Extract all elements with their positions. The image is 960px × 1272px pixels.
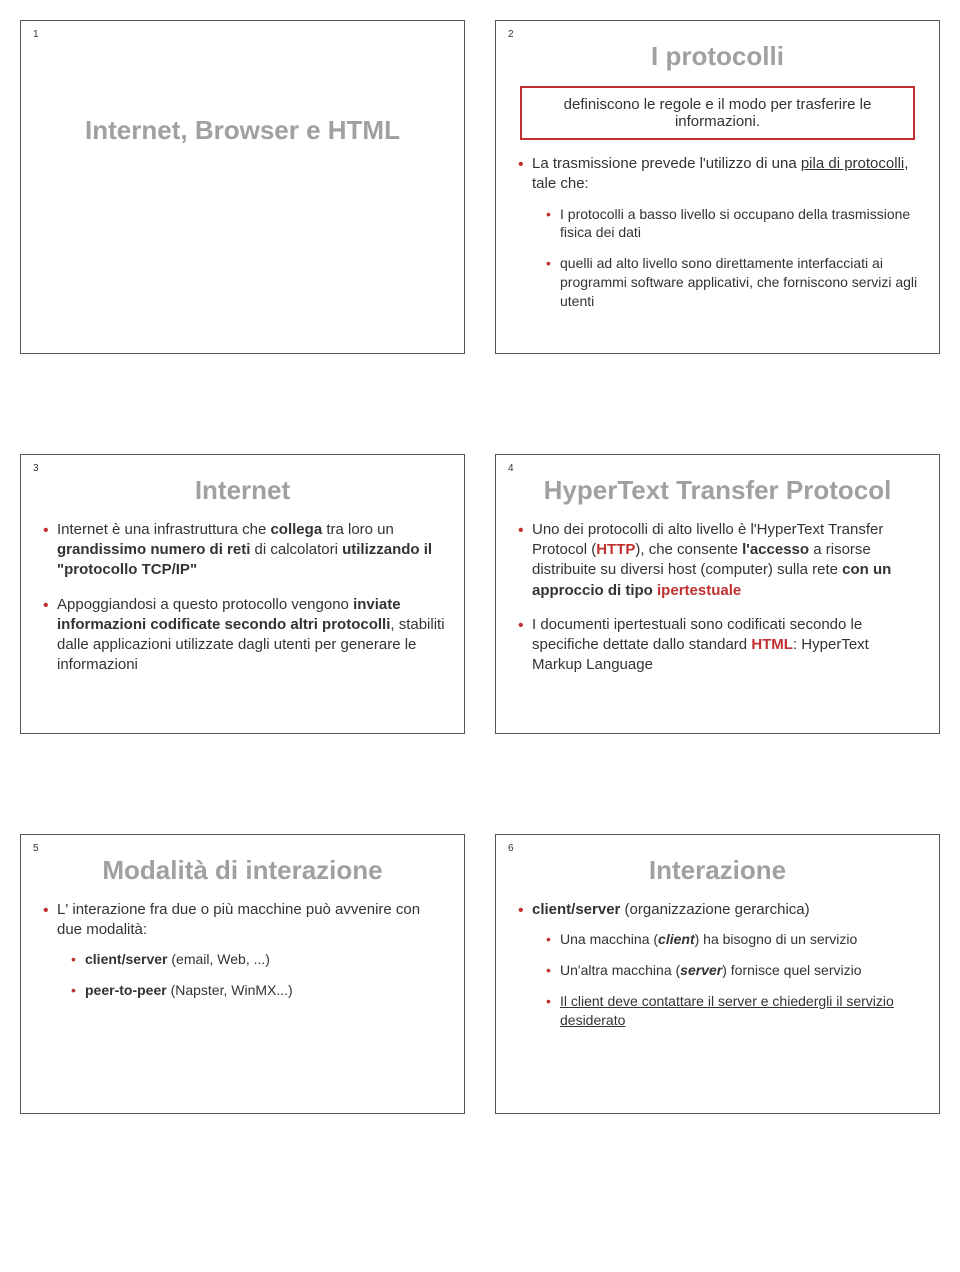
- slide-title: Internet: [39, 475, 446, 506]
- slide-number: 5: [33, 843, 39, 854]
- text-italic: client: [658, 931, 695, 947]
- bullet-list: client/server (organizzazione gerarchica…: [514, 900, 921, 1030]
- sub-bullet: quelli ad alto livello sono direttamente…: [546, 254, 921, 311]
- sub-bullet: I protocolli a basso livello si occupano…: [546, 205, 921, 243]
- slide-3: 3 Internet Internet è una infrastruttura…: [20, 454, 465, 734]
- text-bold: peer-to-peer: [85, 982, 167, 998]
- text-bold: grandissimo numero di reti: [57, 541, 250, 558]
- text-accent: ipertestuale: [657, 582, 741, 599]
- slide-number: 4: [508, 463, 514, 474]
- bullet-item: La trasmissione prevede l'utilizzo di un…: [518, 154, 921, 311]
- text: Una macchina (: [560, 931, 658, 947]
- bullet-list: La trasmissione prevede l'utilizzo di un…: [514, 154, 921, 311]
- text: (organizzazione gerarchica): [620, 901, 809, 918]
- sub-bullet: peer-to-peer (Napster, WinMX...): [71, 981, 446, 1000]
- text: La trasmissione prevede l'utilizzo di un…: [532, 155, 801, 172]
- sub-bullet: client/server (email, Web, ...): [71, 950, 446, 969]
- text-italic: server: [680, 962, 722, 978]
- sub-bullet: Un'altra macchina (server) fornisce quel…: [546, 961, 921, 980]
- bullet-item: Appoggiandosi a questo protocollo vengon…: [43, 595, 446, 676]
- bullet-list: Internet è una infrastruttura che colleg…: [39, 520, 446, 676]
- text: tra loro un: [322, 521, 394, 538]
- text: ) ha bisogno di un servizio: [695, 931, 858, 947]
- bullet-list: Uno dei protocolli di alto livello è l'H…: [514, 520, 921, 676]
- text-underline: pila di protocolli: [801, 155, 904, 172]
- slide-4: 4 HyperText Transfer Protocol Uno dei pr…: [495, 454, 940, 734]
- text: Internet è una infrastruttura che: [57, 521, 270, 538]
- definition-box: definiscono le regole e il modo per tras…: [520, 86, 914, 140]
- slide-6: 6 Interazione client/server (organizzazi…: [495, 834, 940, 1114]
- text-accent: HTML: [751, 636, 793, 653]
- text-bold: client/server: [532, 901, 620, 918]
- text-accent: HTTP: [596, 541, 635, 558]
- sub-list: I protocolli a basso livello si occupano…: [532, 205, 921, 311]
- text: ) fornisce quel servizio: [722, 962, 861, 978]
- text: Appoggiandosi a questo protocollo vengon…: [57, 596, 353, 613]
- slide-2: 2 I protocolli definiscono le regole e i…: [495, 20, 940, 354]
- slide-title: HyperText Transfer Protocol: [514, 475, 921, 506]
- slide-title: I protocolli: [514, 41, 921, 72]
- text: L' interazione fra due o più macchine pu…: [57, 901, 420, 938]
- text-bold: collega: [270, 521, 322, 538]
- text-bold: client/server: [85, 951, 168, 967]
- text: (Napster, WinMX...): [167, 982, 293, 998]
- slide-number: 2: [508, 29, 514, 40]
- sub-bullet: Una macchina (client) ha bisogno di un s…: [546, 930, 921, 949]
- text: di calcolatori: [250, 541, 342, 558]
- slide-5: 5 Modalità di interazione L' interazione…: [20, 834, 465, 1114]
- text: Un'altra macchina (: [560, 962, 680, 978]
- bullet-list: L' interazione fra due o più macchine pu…: [39, 900, 446, 1000]
- slide-grid: 1 Internet, Browser e HTML 2 I protocoll…: [20, 20, 940, 1114]
- slide-title: Internet, Browser e HTML: [39, 115, 446, 146]
- slide-1: 1 Internet, Browser e HTML: [20, 20, 465, 354]
- slide-title: Interazione: [514, 855, 921, 886]
- sub-list: client/server (email, Web, ...) peer-to-…: [57, 950, 446, 1000]
- slide-number: 3: [33, 463, 39, 474]
- bullet-item: client/server (organizzazione gerarchica…: [518, 900, 921, 1030]
- text: (email, Web, ...): [168, 951, 270, 967]
- slide-title: Modalità di interazione: [39, 855, 446, 886]
- text: ), che consente: [635, 541, 742, 558]
- bullet-item: L' interazione fra due o più macchine pu…: [43, 900, 446, 1000]
- slide-number: 1: [33, 29, 39, 40]
- text-underline: Il client deve contattare il server e ch…: [560, 993, 894, 1028]
- bullet-item: I documenti ipertestuali sono codificati…: [518, 615, 921, 676]
- slide-number: 6: [508, 843, 514, 854]
- bullet-item: Uno dei protocolli di alto livello è l'H…: [518, 520, 921, 601]
- text-bold: l'accesso: [742, 541, 809, 558]
- bullet-item: Internet è una infrastruttura che colleg…: [43, 520, 446, 581]
- sub-bullet: Il client deve contattare il server e ch…: [546, 992, 921, 1030]
- sub-list: Una macchina (client) ha bisogno di un s…: [532, 930, 921, 1030]
